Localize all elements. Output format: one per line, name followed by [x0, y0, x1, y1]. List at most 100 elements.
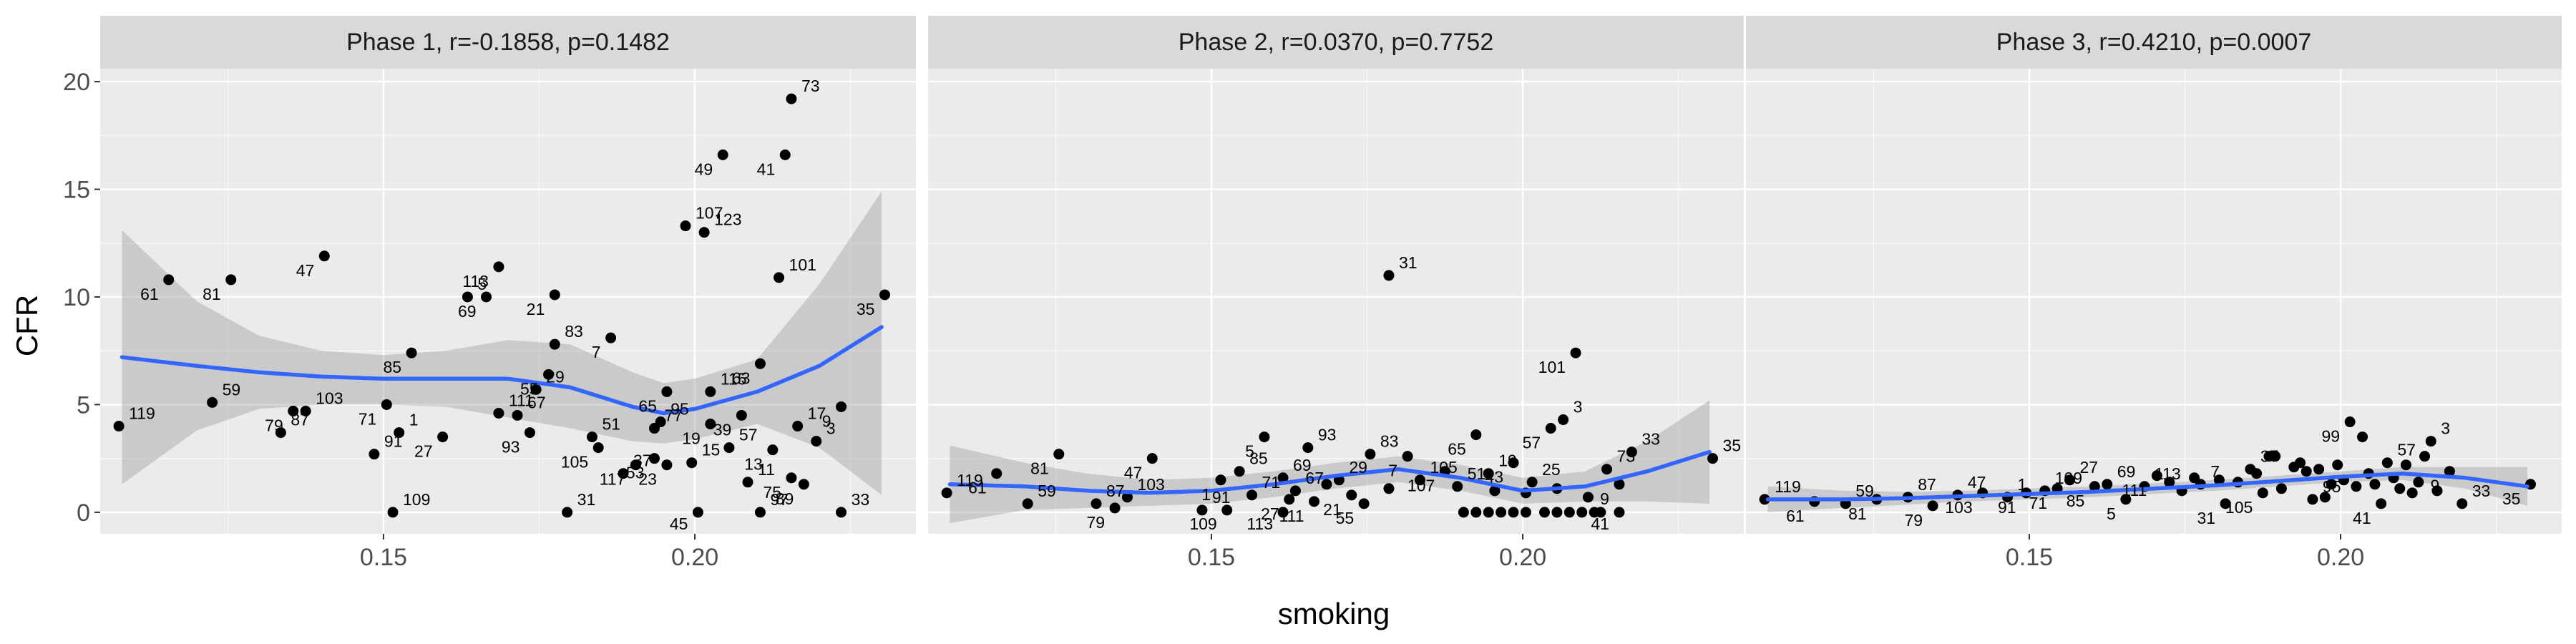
scatter-point: [1246, 489, 1258, 501]
point-label: 67: [527, 393, 546, 411]
point-label: 113: [2155, 464, 2181, 483]
point-label: 35: [1722, 436, 1741, 455]
point-label: 15: [702, 441, 721, 459]
point-label: 5: [477, 275, 487, 293]
point-label: 81: [1848, 504, 1867, 523]
point-label: 109: [403, 490, 430, 509]
point-label: 3: [1574, 398, 1583, 416]
point-label: 41: [1591, 514, 1609, 533]
scatter-point: [786, 472, 797, 484]
point-label: 93: [1318, 426, 1337, 444]
scatter-point: [1458, 507, 1469, 518]
point-label: 7: [1388, 462, 1397, 480]
scatter-point: [1626, 447, 1637, 458]
point-label: 51: [1468, 464, 1486, 483]
scatter-point: [1022, 498, 1033, 509]
scatter-point: [879, 289, 890, 301]
facet-strip: [100, 16, 916, 69]
scatter-point: [2344, 416, 2356, 428]
scatter-point: [754, 358, 766, 369]
point-label: 111: [1279, 507, 1304, 525]
scatter-point: [1383, 270, 1395, 281]
scatter-point: [113, 421, 125, 432]
scatter-point: [1526, 477, 1538, 488]
y-tick-label: 20: [63, 69, 90, 96]
scatter-point: [742, 477, 753, 488]
scatter-point: [1576, 507, 1588, 518]
facet-strip-label: Phase 3, r=0.4210, p=0.0007: [1996, 29, 2311, 56]
scatter-point: [1470, 507, 1482, 518]
scatter-point: [680, 220, 691, 232]
scatter-point: [705, 386, 716, 397]
point-label: 31: [1399, 253, 1418, 272]
point-label: 63: [732, 369, 751, 387]
scatter-point: [1508, 507, 1519, 518]
scatter-point: [655, 416, 666, 428]
scatter-point: [2151, 470, 2162, 482]
point-label: 107: [696, 204, 723, 223]
point-label: 55: [1336, 509, 1355, 527]
facet-panel: Phase 3, r=0.4210, p=0.0007 0.15 0.20 119 61…: [1746, 16, 2562, 571]
point-label: 69: [458, 302, 477, 321]
scatter-point: [512, 409, 523, 421]
point-label: 53: [626, 464, 645, 482]
point-label: 85: [2067, 492, 2085, 510]
point-label: 5: [2107, 504, 2116, 523]
scatter-point: [1309, 496, 1320, 507]
point-label: 67: [1305, 469, 1324, 487]
point-label: 123: [714, 210, 741, 229]
scatter-point: [1302, 442, 1314, 454]
point-label: 27: [1261, 504, 1279, 523]
point-label: 99: [2322, 427, 2341, 446]
scatter-point: [2189, 472, 2200, 484]
scatter-point: [1234, 466, 1245, 477]
point-label: 91: [1212, 488, 1231, 507]
point-label: 69: [2117, 462, 2136, 481]
scatter-point: [792, 421, 804, 432]
scatter-point: [163, 274, 175, 286]
point-label: 73: [801, 77, 820, 95]
facet-strip-label: Phase 1, r=-0.1858, p=0.1482: [346, 29, 670, 56]
smooth-line: [119, 325, 884, 416]
point-label: 21: [527, 300, 545, 318]
point-label: 83: [1380, 432, 1399, 451]
point-label: 33: [852, 490, 870, 509]
scatter-point: [1452, 481, 1463, 492]
point-label: 31: [577, 490, 596, 509]
point-label: 87: [1106, 482, 1125, 500]
scatter-point: [1277, 507, 1289, 518]
scatter-point: [387, 507, 399, 518]
scatter-point: [481, 291, 492, 303]
scatter-point: [991, 468, 1002, 479]
point-label: 105: [561, 453, 588, 472]
point-label: 5: [1245, 442, 1254, 461]
scatter-point: [1601, 464, 1613, 475]
point-label: 59: [1855, 482, 1874, 500]
scatter-point: [1614, 507, 1625, 518]
point-label: 43: [1485, 468, 1503, 487]
point-label: 113: [1246, 514, 1273, 533]
point-label: 3: [2441, 419, 2450, 438]
scatter-point: [1365, 449, 1376, 460]
scatter-point: [1146, 453, 1158, 464]
x-tick-label: 0.15: [2006, 544, 2053, 571]
point-label: 19: [1498, 452, 1517, 470]
scatter-point: [779, 149, 791, 160]
x-tick-label: 0.20: [2317, 544, 2364, 571]
point-label: 101: [1538, 358, 1566, 376]
scatter-point: [2319, 492, 2331, 503]
point-label: 65: [638, 396, 657, 415]
scatter-point: [2251, 468, 2263, 479]
point-label: 39: [713, 420, 732, 439]
point-label: 59: [1038, 482, 1056, 500]
scatter-point: [2257, 487, 2268, 499]
scatter-point: [605, 332, 617, 343]
point-label: 33: [2472, 482, 2491, 500]
point-label: 85: [384, 358, 402, 376]
point-label: 47: [1968, 473, 1986, 492]
scatter-point: [1508, 457, 1519, 469]
scatter-point: [1582, 492, 1594, 503]
scatter-point: [1402, 451, 1413, 462]
point-label: 31: [2197, 509, 2215, 527]
scatter-point: [2431, 485, 2443, 497]
